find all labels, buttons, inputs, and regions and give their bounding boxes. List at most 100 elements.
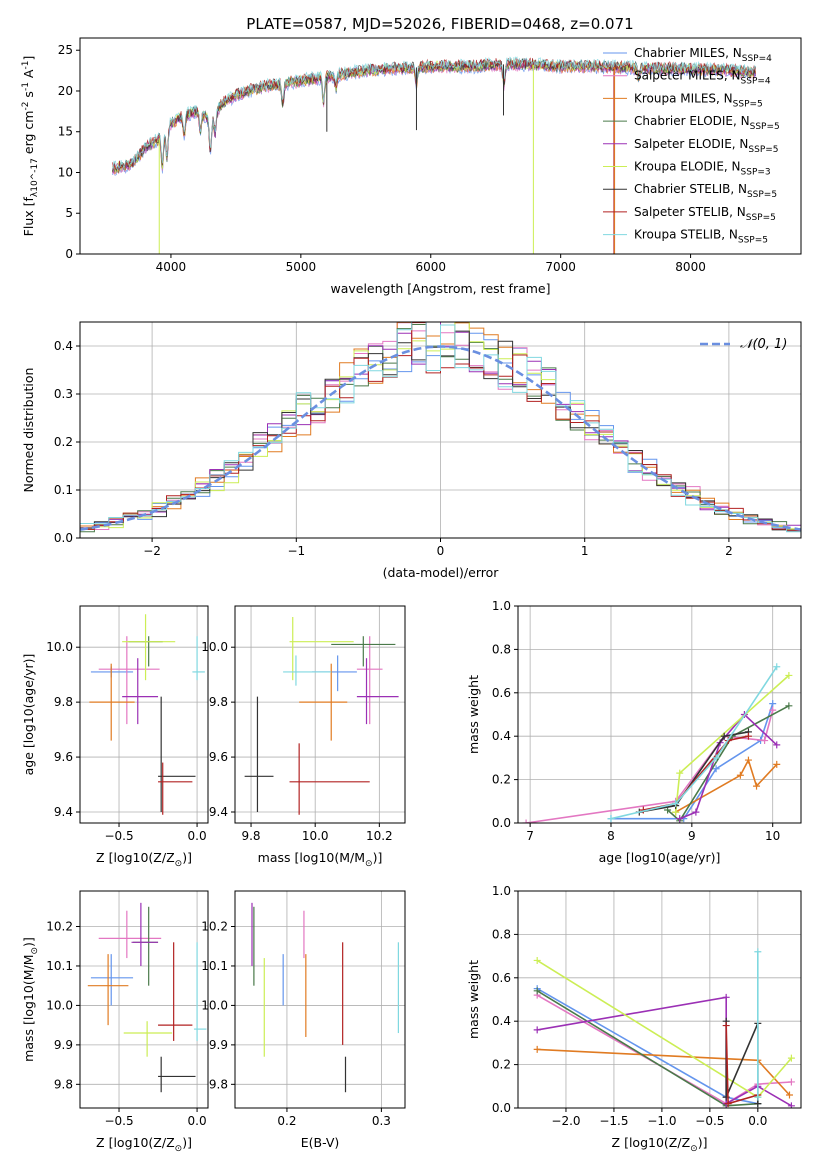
x-tick-label: 9.8 <box>241 829 260 843</box>
y-tick-label: 9.4 <box>209 805 228 819</box>
weight-line-chabrier-stelib <box>639 731 749 813</box>
x-tick-label: 10 <box>765 829 780 843</box>
y-tick-label: 9.8 <box>54 695 73 709</box>
weight-marker <box>769 700 777 708</box>
y-tick-label: 0.0 <box>492 1101 511 1115</box>
legend-entry: Chabrier MILES, NSSP=4 <box>634 46 772 64</box>
weight-lines <box>533 948 795 1108</box>
y-axis-label: mass weight <box>466 960 481 1039</box>
weight-marker <box>533 1045 541 1053</box>
figure-title: PLATE=0587, MJD=52026, FIBERID=0468, z=0… <box>246 15 633 33</box>
weight-line-salpeter-miles <box>536 994 792 1105</box>
x-axis-label: E(B-V) <box>301 1135 340 1150</box>
y-tick-label: 0.4 <box>54 339 73 353</box>
y-tick-label: 0.0 <box>54 531 73 545</box>
y-axis-label: Flux [fλ10^-17 erg cm-2 s-1 A-1] <box>21 56 40 237</box>
weight-marker <box>787 1054 795 1062</box>
error-bars <box>251 902 399 1093</box>
weight-marker <box>787 1078 795 1086</box>
y-tick-label: 10.0 <box>201 998 228 1012</box>
weight-marker <box>712 765 720 773</box>
weight-marker <box>722 993 730 1001</box>
y-tick-label: 9.6 <box>54 750 73 764</box>
weight-line-kroupa-elodie <box>536 959 793 1099</box>
y-tick-label: 0.4 <box>492 1014 511 1028</box>
weight-line-kroupa-stelib <box>610 666 778 820</box>
weight-marker <box>754 1093 762 1101</box>
x-tick-label: −0.5 <box>695 1114 724 1128</box>
spectrum-lines <box>112 56 756 254</box>
axes-frame <box>234 890 406 1109</box>
weight-line-kroupa-elodie <box>674 674 790 813</box>
x-tick-label: −1.5 <box>599 1114 628 1128</box>
y-tick-label: 10.2 <box>46 920 73 934</box>
x-axis-label: wavelength [Angstrom, rest frame] <box>330 281 550 296</box>
weight-marker <box>754 1100 762 1108</box>
legend-entry: Kroupa STELIB, NSSP=5 <box>634 228 768 246</box>
x-axis-label: Z [log10(Z/Z⊙)] <box>96 850 192 869</box>
weight-marker <box>753 782 761 790</box>
axes-frame <box>79 37 802 255</box>
y-axis-label: age [log10(age/yr)] <box>21 654 36 776</box>
y-tick-label: 0 <box>65 247 73 261</box>
y-tick-label: 9.4 <box>54 805 73 819</box>
weight-marker <box>761 737 769 745</box>
weight-marker <box>676 769 684 777</box>
weight-marker <box>785 1091 793 1099</box>
x-tick-label: 2 <box>725 544 733 558</box>
x-tick-label: 7000 <box>545 260 576 274</box>
y-tick-label: 0.3 <box>54 387 73 401</box>
x-tick-label: 10.0 <box>302 829 329 843</box>
x-tick-label: 0.0 <box>188 1114 207 1128</box>
y-tick-label: 0.8 <box>492 642 511 656</box>
axes-frame <box>234 605 406 824</box>
axes-frame <box>517 605 802 824</box>
x-tick-label: 1 <box>581 544 589 558</box>
error-bars <box>89 614 205 815</box>
x-tick-label: 6000 <box>415 260 446 274</box>
weight-marker <box>533 987 541 995</box>
y-tick-label: 0.1 <box>54 483 73 497</box>
x-tick-label: 7 <box>526 829 534 843</box>
legend-entry: 𝒩(0, 1) <box>740 337 787 352</box>
x-axis-label: Z [log10(Z/Z⊙)] <box>96 1135 192 1154</box>
x-tick-label: −0.5 <box>104 829 133 843</box>
x-tick-label: 4000 <box>156 260 187 274</box>
weight-marker <box>785 702 793 710</box>
spectrum-legend: Chabrier MILES, NSSP=4 Salpeter MILES, NS… <box>603 46 780 246</box>
weight-marker <box>744 756 752 764</box>
y-tick-label: 10.1 <box>201 959 228 973</box>
y-tick-label: 10.0 <box>46 640 73 654</box>
x-tick-label: −1 <box>287 544 305 558</box>
legend-entry: Salpeter MILES, NSSP=4 <box>634 69 771 87</box>
legend-entry: Salpeter STELIB, NSSP=5 <box>634 205 776 223</box>
normal-curve <box>80 345 801 531</box>
x-tick-label: 0.3 <box>372 1114 391 1128</box>
weight-marker <box>754 948 762 956</box>
y-axis-label: mass weight <box>466 675 481 754</box>
y-tick-label: 10.0 <box>46 998 73 1012</box>
error-bars <box>87 902 207 1093</box>
weight-marker <box>744 732 752 740</box>
weight-marker <box>769 706 777 714</box>
x-tick-label: −2 <box>143 544 161 558</box>
x-axis-label: mass [log10(M/M⊙)] <box>258 850 383 869</box>
y-tick-label: 0.0 <box>492 816 511 830</box>
mass-vs-EBV-panel: 0.2 0.3 9.8 9.9 10.0 10.1 10.2 E(B-V) <box>201 890 406 1150</box>
y-tick-label: 10.1 <box>46 959 73 973</box>
residuals-panel: −2 −1 0 1 2 0.0 0.1 0.2 0.3 0.4 (data-model)/error… <box>21 321 802 580</box>
y-tick-label: 0.6 <box>492 686 511 700</box>
x-tick-label: 0.0 <box>188 829 207 843</box>
y-tick-label: 9.8 <box>54 1077 73 1091</box>
y-tick-label: 10.2 <box>201 920 228 934</box>
weight-marker <box>607 815 615 823</box>
weight-lines <box>522 663 793 823</box>
x-tick-label: 9 <box>688 829 696 843</box>
y-axis-label: Normed distribution <box>21 368 36 493</box>
y-tick-label: 9.8 <box>209 1077 228 1091</box>
y-tick-label: 25 <box>58 43 73 57</box>
x-axis-label: (data-model)/error <box>383 565 500 580</box>
axes-frame <box>517 890 802 1109</box>
weight-marker <box>773 760 781 768</box>
